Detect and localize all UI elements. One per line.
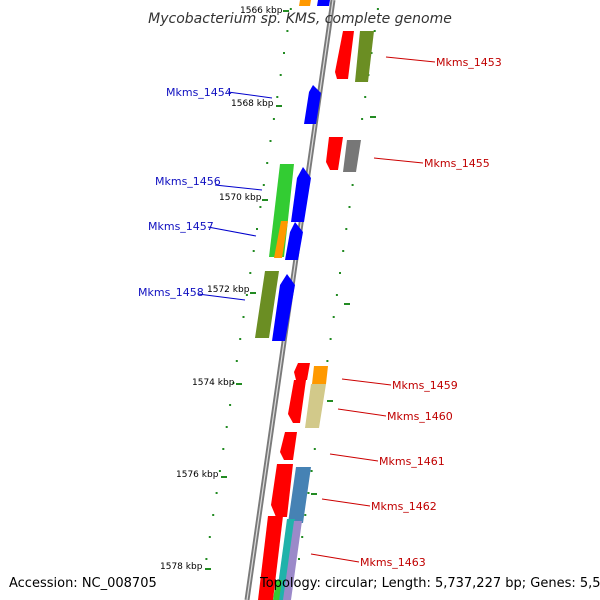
tick-label: 1578 kbp <box>160 562 203 572</box>
ring-dot <box>335 294 338 296</box>
ring-dot <box>304 514 307 516</box>
gene-label-mkms-1463[interactable]: Mkms_1463 <box>360 556 426 569</box>
gene-feature-top-orange[interactable] <box>299 0 311 6</box>
ring-dot <box>345 228 348 230</box>
gene-feature-mkms-1456[interactable] <box>269 164 294 257</box>
ring-dot <box>232 382 235 384</box>
ring-dot <box>262 184 265 186</box>
ring-dot <box>225 426 228 428</box>
gene-feature-blue-3[interactable] <box>272 274 295 341</box>
ring-dot <box>332 316 335 318</box>
ring-dot <box>339 272 341 274</box>
tick-label: 1572 kbp <box>207 285 250 295</box>
ring-dot <box>286 30 289 32</box>
gene-features <box>255 0 374 600</box>
gene-labels: Mkms_1454 Mkms_1456 Mkms_1457 Mkms_1458 … <box>138 56 502 569</box>
gene-feature-mkms-1459[interactable] <box>312 366 328 384</box>
gene-feature-olive-1[interactable] <box>355 31 374 82</box>
ring-dot <box>218 470 221 472</box>
gene-label-mkms-1458[interactable]: Mkms_1458 <box>138 286 204 299</box>
gene-feature-mkms-1454[interactable] <box>304 85 321 124</box>
ring-dot <box>215 492 218 494</box>
tick-label: 1566 kbp <box>240 6 283 16</box>
ring-dot <box>364 96 367 98</box>
gene-label-mkms-1460[interactable]: Mkms_1460 <box>387 410 453 423</box>
gene-feature-purple[interactable] <box>283 521 302 600</box>
ring-dot <box>266 162 269 164</box>
ring-dot <box>249 272 252 274</box>
gene-label-mkms-1453[interactable]: Mkms_1453 <box>436 56 502 69</box>
ring-dot <box>326 360 329 362</box>
ring-dot <box>361 118 364 120</box>
ring-dot <box>272 118 275 120</box>
gene-feature-mkms-1460[interactable] <box>288 380 306 423</box>
kbp-tick-marks <box>205 10 376 570</box>
gene-label-mkms-1461[interactable]: Mkms_1461 <box>379 455 445 468</box>
tick-label: 1574 kbp <box>192 378 235 388</box>
gene-feature-mkms-1453[interactable] <box>335 31 354 79</box>
ring-dot <box>283 52 285 54</box>
tick-label: 1568 kbp <box>231 99 274 109</box>
gene-feature-mkms-1458[interactable] <box>255 271 279 338</box>
ring-dot <box>307 492 310 494</box>
ring-dot <box>276 96 279 98</box>
tick-label: 1570 kbp <box>219 193 262 203</box>
gene-label-mkms-1462[interactable]: Mkms_1462 <box>371 500 437 513</box>
gene-feature-teal[interactable] <box>276 519 295 600</box>
ring-dot <box>301 536 304 538</box>
gene-feature-mkms-1463[interactable] <box>258 516 283 600</box>
map-title: Mycobacterium sp. KMS, complete genome <box>148 11 452 27</box>
gene-feature-mkms-1455[interactable] <box>326 137 343 170</box>
gene-feature-mkms-1461[interactable] <box>280 432 297 460</box>
ring-dot <box>298 558 300 560</box>
ring-dot <box>348 206 351 208</box>
ring-dot <box>208 536 211 538</box>
topology-text: Topology: circular; Length: 5,737,227 bp… <box>259 576 600 591</box>
ring-dot <box>342 250 345 252</box>
gene-label-mkms-1457[interactable]: Mkms_1457 <box>148 220 214 233</box>
ring-dot <box>310 470 313 472</box>
ring-dot <box>245 294 248 296</box>
gene-feature-top-blue[interactable] <box>317 0 330 6</box>
ring-dot <box>279 74 282 76</box>
ring-dot <box>256 228 258 230</box>
gene-label-mkms-1455[interactable]: Mkms_1455 <box>424 157 490 170</box>
gene-feature-blue-2[interactable] <box>285 222 303 260</box>
gene-feature-khaki[interactable] <box>305 384 326 428</box>
ring-dot <box>259 206 262 208</box>
gene-feature-red-1462[interactable] <box>271 464 293 517</box>
gene-label-mkms-1454[interactable]: Mkms_1454 <box>166 86 232 99</box>
ring-dot <box>269 140 272 142</box>
gene-feature-red-1459a[interactable] <box>294 363 310 380</box>
ring-dot <box>242 316 245 318</box>
tick-label: 1576 kbp <box>176 470 219 480</box>
gene-feature-mkms-1462[interactable] <box>288 467 311 523</box>
ring-dot <box>373 30 376 32</box>
gene-feature-green-bottom[interactable] <box>273 580 282 600</box>
ring-dot <box>351 184 354 186</box>
ring-dot <box>252 250 255 252</box>
kbp-tick-labels: 1566 kbp 1568 kbp 1570 kbp 1572 kbp 1574… <box>160 6 283 572</box>
gene-label-mkms-1459[interactable]: Mkms_1459 <box>392 379 458 392</box>
ring-dot <box>229 404 232 406</box>
ring-dot <box>313 448 316 450</box>
gene-feature-mkms-1457[interactable] <box>274 221 288 258</box>
gene-label-mkms-1456[interactable]: Mkms_1456 <box>155 175 221 188</box>
ring-dot <box>289 8 292 10</box>
ring-dot <box>222 448 225 450</box>
ring-dot <box>205 558 208 560</box>
callout-lines <box>197 56 436 563</box>
ring-dot <box>239 338 242 340</box>
ring-dot <box>376 8 379 10</box>
gene-feature-grey[interactable] <box>343 140 361 172</box>
ring-dot <box>212 514 215 516</box>
accession-text: Accession: NC_008705 <box>9 576 157 591</box>
ring-dot <box>329 338 332 340</box>
ring-dot <box>370 52 373 54</box>
gene-feature-blue-1[interactable] <box>291 167 311 222</box>
ring-dot <box>235 360 238 362</box>
